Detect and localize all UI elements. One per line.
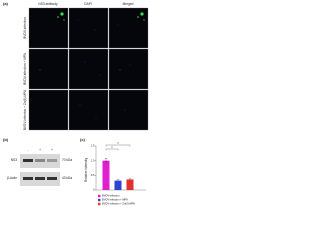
y-tick-label: 1.5 [91, 144, 95, 148]
lane-label: + [51, 148, 53, 152]
y-tick-label: 1.0 [91, 158, 95, 162]
micrographs [28, 7, 149, 131]
significance-label: ** [117, 142, 119, 146]
row-header: BVDV-infection [23, 17, 27, 39]
panel-label: (c) [80, 137, 86, 142]
legend-swatch [98, 202, 101, 206]
blot-band [47, 177, 57, 180]
figure: (a) NS3 antibody DAPI Merged BVDV-infect… [3, 1, 149, 206]
bar [126, 179, 134, 190]
legend-swatch [98, 198, 101, 202]
micrograph [108, 48, 149, 90]
blot-band [47, 159, 57, 162]
legend-swatch [98, 194, 101, 198]
blot-band [35, 177, 45, 180]
legend-label: BVDV-infection + Zn(II)-MPA [102, 202, 135, 206]
significance-bracket [105, 144, 131, 147]
column-header: Merged [123, 2, 134, 6]
bar [114, 180, 122, 190]
column-header: NS3 antibody [38, 2, 58, 6]
panel-label: (a) [3, 1, 9, 6]
micrograph [68, 89, 109, 131]
blot-band [23, 159, 33, 162]
column-header: DAPI [84, 2, 92, 6]
row-header: BVDV-infection + MPA [23, 52, 27, 85]
micrograph [28, 48, 69, 90]
band-label: β-Actin [7, 176, 17, 180]
blot-band [35, 159, 45, 162]
band-size: 43 kDa [62, 176, 72, 180]
band-size: 70 kDa [62, 158, 72, 162]
micrograph [28, 89, 69, 131]
blot-band [23, 177, 33, 180]
significance-bracket [105, 148, 119, 151]
micrograph [108, 89, 149, 131]
legend-label: BVDV-infection + MPA [102, 198, 128, 202]
bar-chart: (c) Relative intensity 0 0.5 1.0 1.5 ** ** BVD… [80, 137, 146, 206]
panel-label: (b) [3, 137, 9, 142]
significance-label: ** [111, 146, 113, 150]
y-axis-label: Relative intensity [84, 158, 88, 183]
y-tick-label: 0.5 [91, 173, 95, 177]
y-tick-label: 0 [93, 188, 95, 192]
bar [102, 160, 110, 190]
row-header: BVDV-infection + Zn(II)-MPA [23, 89, 27, 130]
lane-label: + [39, 148, 41, 152]
micrograph [68, 7, 109, 49]
legend-label: BVDV-infection [102, 194, 120, 198]
micrograph [68, 48, 109, 90]
band-label: NS3 [11, 158, 17, 162]
lane-label: - [27, 148, 28, 152]
